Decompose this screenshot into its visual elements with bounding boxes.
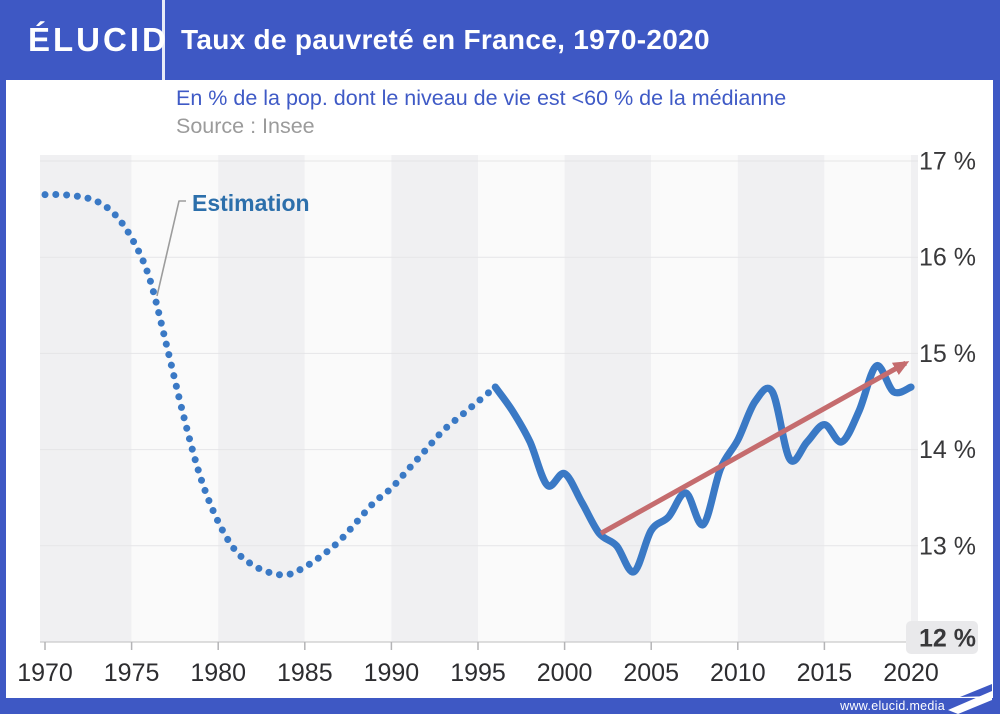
chart-subtitle: En % de la pop. dont le niveau de vie es… — [176, 86, 787, 110]
svg-text:1975: 1975 — [104, 659, 160, 687]
svg-text:14 %: 14 % — [919, 436, 976, 464]
background-stripes — [40, 155, 918, 642]
svg-text:1995: 1995 — [450, 659, 506, 687]
x-axis — [40, 641, 918, 650]
svg-text:1985: 1985 — [277, 659, 333, 687]
page-title: Taux de pauvreté en France, 1970-2020 — [181, 24, 710, 55]
svg-text:1970: 1970 — [17, 659, 73, 687]
x-tick-labels: 1970 1975 1980 1985 1990 1995 2000 2005 2010 2015… — [17, 659, 939, 687]
elucid-flag-icon — [948, 684, 992, 714]
svg-text:13 %: 13 % — [919, 532, 976, 560]
svg-text:2010: 2010 — [710, 659, 766, 687]
observed-line — [491, 362, 915, 576]
header-separator — [162, 0, 165, 80]
trend-arrow — [599, 360, 910, 536]
estimation-leader-line — [156, 200, 186, 297]
estimation-line — [41, 191, 499, 579]
chart-source: Source : Insee — [176, 114, 315, 138]
elucid-logo: ÉLUCID — [28, 21, 169, 58]
poverty-rate-chart: 1970 1975 1980 1985 1990 1995 2000 2005 2010 2015… — [17, 148, 978, 687]
footer-bar: www.elucid.media — [0, 698, 1000, 714]
svg-text:15 %: 15 % — [919, 340, 976, 368]
svg-text:16 %: 16 % — [919, 244, 976, 272]
svg-text:2005: 2005 — [623, 659, 679, 687]
svg-text:2000: 2000 — [537, 659, 593, 687]
svg-text:1980: 1980 — [190, 659, 246, 687]
y-tick-labels: 17 % 16 % 15 % 14 % 13 % 12 % — [906, 148, 978, 654]
svg-text:17 %: 17 % — [919, 148, 976, 176]
gridlines — [40, 160, 918, 547]
svg-text:2020: 2020 — [883, 659, 939, 687]
svg-text:1990: 1990 — [364, 659, 420, 687]
svg-text:12 %: 12 % — [919, 625, 976, 653]
estimation-annotation: Estimation — [192, 190, 310, 216]
header-bar: ÉLUCID Taux de pauvreté en France, 1970-… — [0, 0, 1000, 80]
svg-text:2015: 2015 — [797, 659, 853, 687]
watermark-url: www.elucid.media — [840, 699, 945, 713]
chart-panel: En % de la pop. dont le niveau de vie es… — [6, 80, 993, 698]
